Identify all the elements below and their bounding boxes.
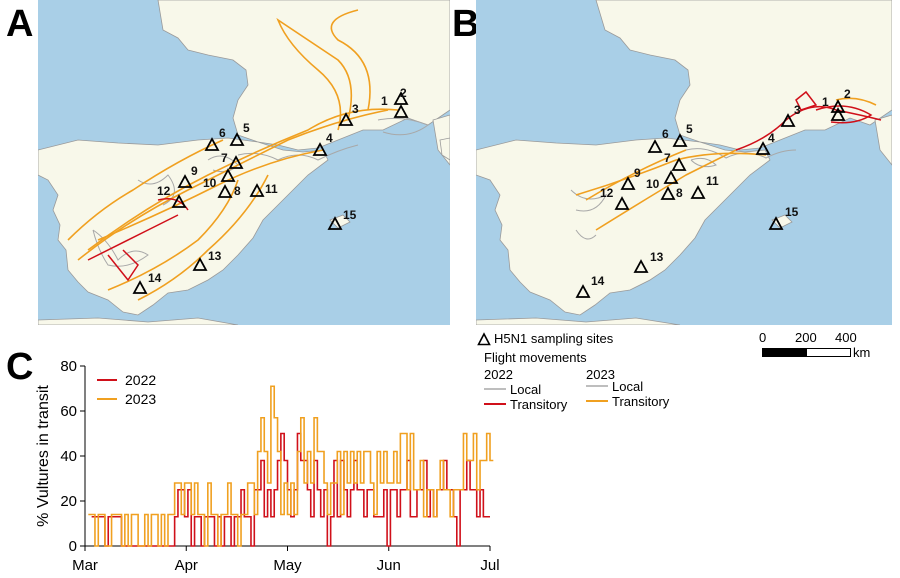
site-label: 6: [219, 126, 226, 140]
transit-chart: % Vultures in transit 0 20 40 60 80 Mar Apr May J…: [35, 358, 500, 574]
legend-label-2023: 2023: [125, 391, 156, 407]
land-corsica: [439, 137, 450, 161]
site-label: 4: [326, 131, 333, 145]
legend-swatches: [484, 385, 608, 405]
map-panel-b: 1 2 3 4 5 6 7 8 9 10 11 12 13 14 15: [476, 0, 892, 325]
site-label: 12: [157, 184, 171, 198]
land-iberia: [38, 137, 329, 316]
site-label: 10: [646, 177, 660, 191]
scale-unit: km: [853, 345, 871, 360]
legend-local-2022: Local: [510, 382, 542, 397]
y-tick-label: 80: [60, 358, 77, 375]
panel-a-label: A: [6, 3, 34, 45]
scale-tick-200: 200: [795, 330, 817, 345]
site-markers-a: [132, 91, 409, 294]
site-label: 13: [650, 250, 664, 264]
site-label: 6: [662, 127, 669, 141]
site-label: 7: [221, 151, 228, 165]
site-label: 2: [400, 86, 407, 100]
y-tick-label: 60: [60, 403, 77, 420]
transit-tracks-b-2022: [735, 90, 882, 151]
site-label: 1: [822, 95, 829, 109]
site-label: 1: [381, 94, 388, 108]
legend-local-2023: Local: [612, 379, 644, 394]
scale-bar: [762, 348, 851, 357]
site-label: 8: [676, 186, 683, 200]
site-label: 5: [686, 122, 693, 136]
site-markers-b: [575, 99, 846, 298]
x-tick-label: Apr: [175, 557, 198, 574]
panel-c-label: C: [6, 346, 34, 388]
land-africa: [38, 317, 239, 325]
site-label: 8: [234, 184, 241, 198]
site-label: 14: [591, 274, 605, 288]
site-label: 12: [600, 186, 614, 200]
site-label: 3: [352, 102, 359, 116]
site-label: 10: [203, 176, 217, 190]
transit-tracks-a-2023: [67, 9, 399, 301]
legend-transitory-2023: Transitory: [612, 394, 670, 409]
map-panel-a: 1 2 3 4 5 6 7 8 9 10 11 12 13 14 15: [38, 0, 450, 325]
site-label: 9: [191, 164, 198, 178]
panel-b-label: B: [452, 3, 480, 45]
site-label: 11: [706, 174, 719, 188]
y-tick-label: 0: [69, 538, 77, 555]
x-tick-label: Jun: [377, 557, 401, 574]
scale-tick-400: 400: [835, 330, 857, 345]
legend-year-2023: 2023: [586, 367, 615, 382]
land-iberia: [476, 137, 771, 316]
x-tick-label: Jul: [480, 557, 499, 574]
site-label: 3: [794, 103, 801, 117]
site-label: 11: [265, 182, 278, 196]
site-label: 15: [343, 208, 357, 222]
site-label: 5: [243, 121, 250, 135]
site-labels-a: 1 2 3 4 5 6 7 8 9 10 11 12 13 14 15: [148, 86, 407, 285]
site-label: 9: [634, 166, 641, 180]
legend-sampling-sites: H5N1 sampling sites: [494, 331, 614, 346]
site-label: 7: [664, 151, 671, 165]
site-labels-b: 1 2 3 4 5 6 7 8 9 10 11 12 13 14 15: [591, 87, 851, 288]
legend-transitory-2022: Transitory: [510, 397, 568, 412]
site-label: 15: [785, 205, 799, 219]
site-label: 2: [844, 87, 851, 101]
legend-label-2022: 2022: [125, 372, 156, 388]
legend-year-2022: 2022: [484, 367, 513, 382]
land-africa: [476, 317, 681, 325]
x-tick-label: May: [273, 557, 302, 574]
series-line-2023: [88, 385, 494, 547]
x-tick-label: Mar: [72, 557, 98, 574]
y-axis-label: % Vultures in transit: [35, 385, 52, 527]
legend-flight-movements: Flight movements: [484, 350, 587, 365]
sampling-legend-icon: [477, 332, 491, 346]
land-italy: [874, 114, 892, 166]
y-tick-label: 40: [60, 448, 77, 465]
scale-tick-0: 0: [759, 330, 767, 345]
site-label: 4: [768, 131, 775, 145]
site-label: 14: [148, 271, 162, 285]
site-label: 13: [208, 249, 222, 263]
transit-tracks-b-2023: [575, 97, 877, 231]
series-line-2022: [91, 432, 490, 547]
y-tick-label: 20: [60, 493, 77, 510]
